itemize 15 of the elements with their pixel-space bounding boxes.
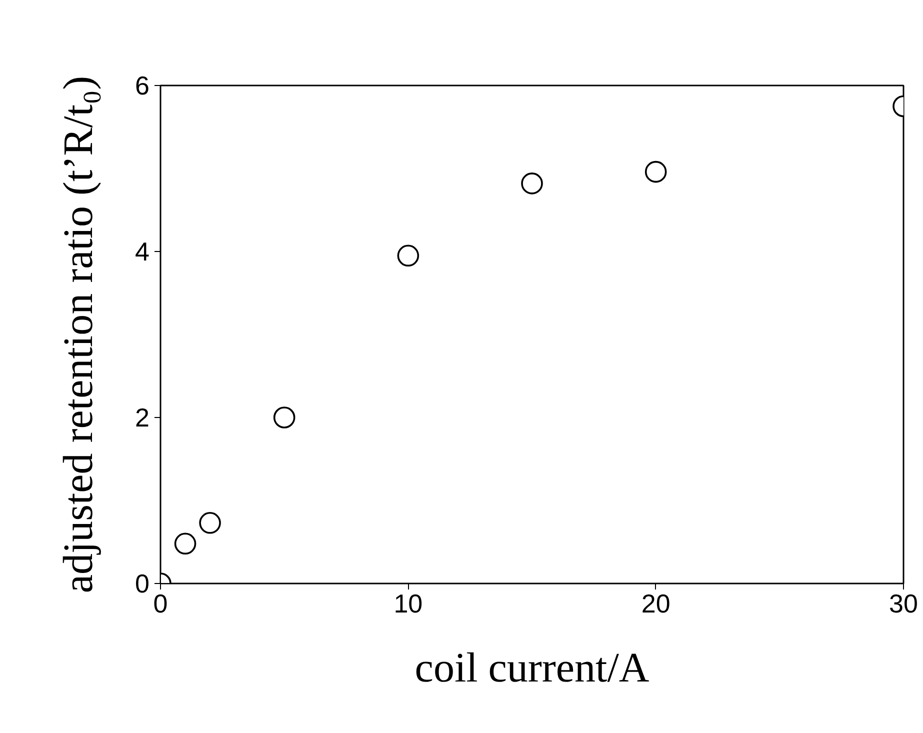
x-axis-title: coil current/A xyxy=(414,646,650,692)
point xyxy=(644,160,667,183)
y-tick-label: 4 xyxy=(135,236,150,266)
x-tick-label: 20 xyxy=(641,588,670,618)
point xyxy=(273,406,296,428)
point xyxy=(397,244,420,267)
y-axis-title: adjusted retention ratio (t’R/t₀) xyxy=(56,76,102,594)
y-tick-label: 6 xyxy=(135,70,150,100)
x-tick-label: 30 xyxy=(889,588,918,618)
y-tick-label: 0 xyxy=(135,568,150,598)
point xyxy=(521,172,543,194)
x-tick-label: 10 xyxy=(394,588,423,618)
point xyxy=(174,532,196,555)
y-tick-label: 2 xyxy=(135,402,150,432)
point xyxy=(199,512,221,534)
